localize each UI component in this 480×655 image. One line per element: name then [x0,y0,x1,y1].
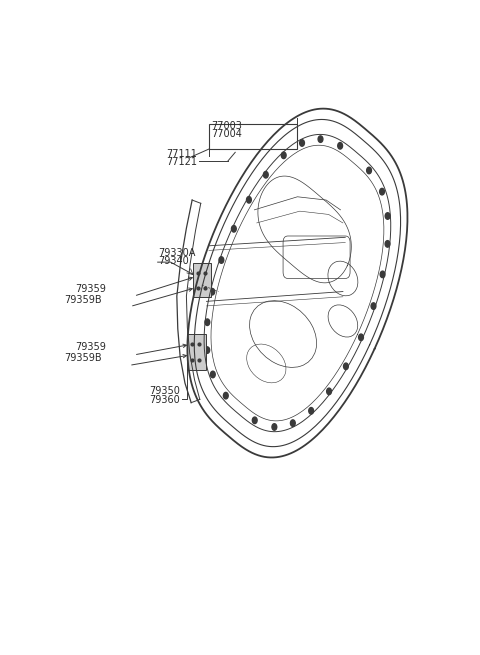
Circle shape [247,196,252,203]
Text: 79359: 79359 [75,343,106,352]
Circle shape [380,189,384,195]
Text: 77004: 77004 [211,129,242,140]
Circle shape [272,424,277,430]
Text: 79360: 79360 [149,394,180,405]
Circle shape [380,271,385,278]
Text: 79359B: 79359B [64,354,101,364]
Circle shape [223,392,228,399]
Text: 79359B: 79359B [64,295,101,305]
Circle shape [205,319,210,326]
Text: 79350: 79350 [149,386,180,396]
Text: 79340: 79340 [158,256,190,266]
Text: 77003: 77003 [211,121,242,132]
Text: 79330A: 79330A [158,248,196,257]
Circle shape [205,347,210,354]
Bar [187,334,206,370]
Circle shape [210,371,215,378]
Circle shape [231,225,236,232]
Circle shape [338,143,343,149]
Circle shape [210,288,215,295]
Circle shape [219,257,224,263]
Circle shape [300,140,304,146]
Bar [209,124,298,149]
Circle shape [344,363,348,369]
Circle shape [371,303,376,309]
Circle shape [327,388,332,394]
Text: 79359: 79359 [75,284,106,293]
Circle shape [264,172,268,178]
Text: 77111: 77111 [166,149,197,159]
Circle shape [252,417,257,424]
Circle shape [385,240,390,247]
Circle shape [309,407,313,414]
Bar [193,263,211,297]
Circle shape [359,334,363,341]
Circle shape [318,136,323,142]
Circle shape [385,213,390,219]
Text: 77121: 77121 [166,157,197,168]
Circle shape [290,420,295,426]
Circle shape [367,167,372,174]
Circle shape [281,152,286,159]
